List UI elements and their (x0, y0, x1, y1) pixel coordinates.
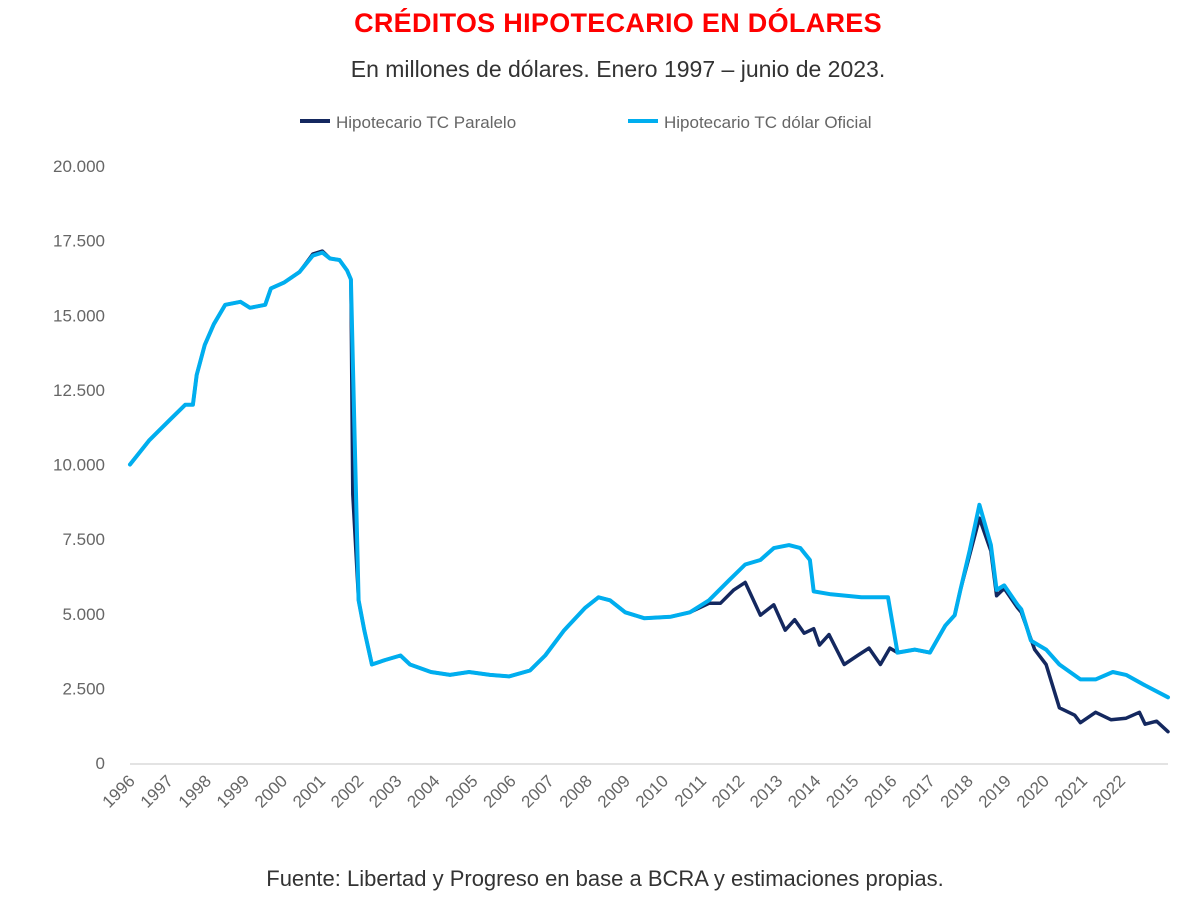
x-tick-label: 2008 (556, 771, 596, 811)
x-tick-label: 1996 (99, 771, 139, 811)
x-tick-label: 2018 (937, 771, 977, 811)
x-tick-label: 2007 (518, 771, 558, 811)
chart-title: CRÉDITOS HIPOTECARIO EN DÓLARES (354, 8, 882, 38)
x-tick-label: 2017 (899, 771, 939, 811)
y-tick-label: 2.500 (62, 679, 105, 698)
x-tick-label: 2019 (975, 771, 1015, 811)
x-tick-label: 2006 (480, 771, 520, 811)
x-tick-label: 2016 (860, 771, 900, 811)
x-tick-label: 1999 (213, 771, 253, 811)
source-note: Fuente: Libertad y Progreso en base a BC… (266, 866, 944, 891)
x-tick-label: 2005 (441, 771, 481, 811)
y-tick-label: 5.000 (62, 605, 105, 624)
x-tick-label: 2022 (1089, 771, 1129, 811)
x-axis: 1996199719981999200020012002200320042005… (99, 771, 1130, 811)
chart-subtitle: En millones de dólares. Enero 1997 – jun… (350, 56, 886, 82)
x-tick-label: 2020 (1013, 771, 1053, 811)
x-tick-label: 2013 (746, 771, 786, 811)
x-tick-label: 2009 (594, 771, 634, 811)
y-tick-label: 12.500 (53, 381, 105, 400)
y-tick-label: 15.000 (53, 306, 105, 325)
x-tick-label: 2014 (784, 771, 824, 811)
y-tick-label: 10.000 (53, 456, 105, 475)
x-tick-label: 2010 (632, 771, 672, 811)
y-tick-label: 17.500 (53, 232, 105, 251)
x-tick-label: 2002 (327, 771, 367, 811)
y-tick-label: 7.500 (62, 530, 105, 549)
series-line-paralelo (128, 249, 1170, 734)
x-tick-label: 1998 (175, 771, 215, 811)
legend-label-paralelo: Hipotecario TC Paralelo (336, 113, 516, 132)
x-tick-label: 2012 (708, 771, 748, 811)
x-tick-label: 2011 (671, 771, 710, 810)
y-tick-label: 20.000 (53, 157, 105, 176)
x-tick-label: 2000 (251, 771, 291, 811)
plot-area (128, 249, 1170, 734)
series-line-oficial (128, 250, 1170, 700)
x-tick-label: 2021 (1051, 771, 1091, 811)
x-tick-label: 2015 (822, 771, 862, 811)
x-tick-label: 1997 (137, 771, 177, 811)
x-tick-label: 2004 (403, 771, 443, 811)
x-tick-label: 2001 (289, 771, 329, 811)
legend: Hipotecario TC Paralelo Hipotecario TC d… (300, 113, 872, 132)
legend-label-oficial: Hipotecario TC dólar Oficial (664, 113, 872, 132)
x-tick-label: 2003 (365, 771, 405, 811)
y-tick-label: 0 (96, 754, 105, 773)
y-axis: 0 2.500 5.000 7.500 10.000 12.500 15.000 17.500… (53, 157, 105, 773)
